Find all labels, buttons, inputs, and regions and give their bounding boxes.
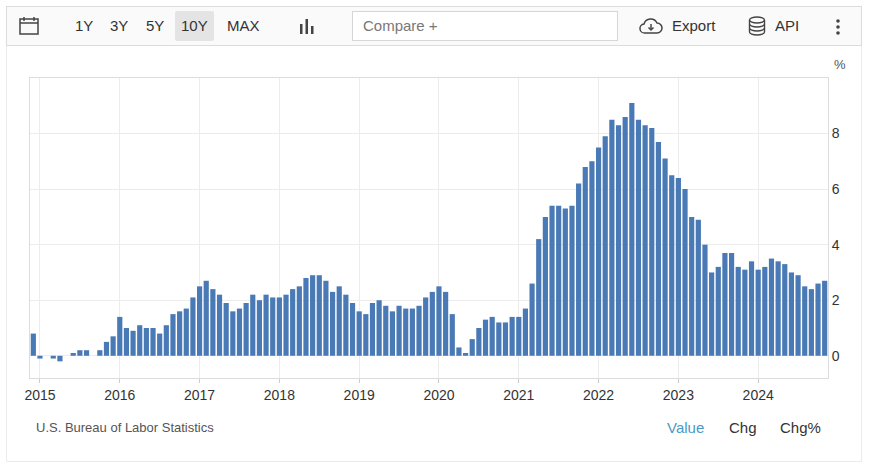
svg-text:2022: 2022 — [583, 387, 614, 403]
html-text:3Y: 3Y — [110, 17, 129, 34]
svg-text:2016: 2016 — [104, 387, 135, 403]
svg-text:8: 8 — [832, 125, 840, 141]
svg-text:2023: 2023 — [663, 387, 694, 403]
html-text:Chg: Chg — [729, 419, 757, 436]
html-text:5Y: 5Y — [146, 17, 165, 34]
svg-text:6: 6 — [832, 181, 840, 197]
html-text:Value: Value — [667, 419, 705, 436]
html-text:MAX: MAX — [227, 17, 260, 34]
svg-text:4: 4 — [832, 237, 840, 253]
svg-text:2017: 2017 — [184, 387, 215, 403]
svg-text:2024: 2024 — [743, 387, 774, 403]
svg-text:2019: 2019 — [344, 387, 375, 403]
html-text:API: API — [775, 17, 800, 34]
html-text:Compare +: Compare + — [363, 17, 438, 34]
svg-text:2018: 2018 — [264, 387, 295, 403]
html-text:1Y: 1Y — [75, 17, 94, 34]
svg-text:2021: 2021 — [503, 387, 534, 403]
svg-text:0: 0 — [832, 348, 840, 364]
html-text:U.S. Bureau of Labor Statistic: U.S. Bureau of Labor Statistics — [36, 420, 214, 435]
html-text:Chg%: Chg% — [780, 419, 821, 436]
html-text:Export: Export — [672, 17, 716, 34]
svg-text:2020: 2020 — [423, 387, 454, 403]
svg-text:2: 2 — [832, 292, 840, 308]
svg-text:%: % — [834, 57, 846, 72]
html-text:10Y: 10Y — [181, 17, 208, 34]
svg-text:2015: 2015 — [24, 387, 55, 403]
